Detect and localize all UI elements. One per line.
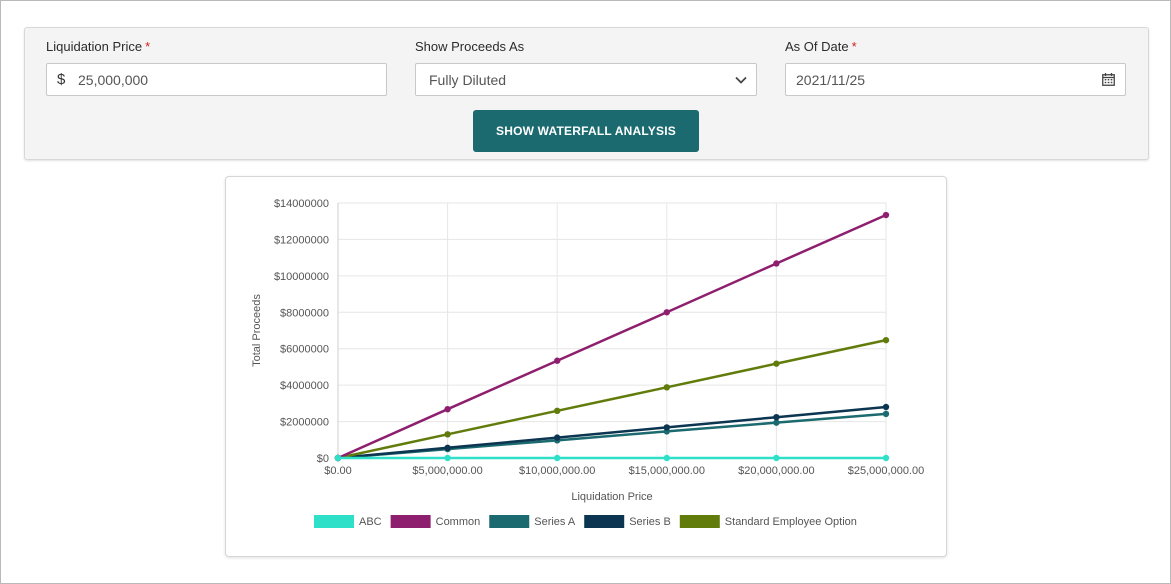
legend-abc-swatch[interactable] [314, 515, 354, 528]
as-of-date-value: 2021/11/25 [796, 72, 866, 88]
data-point-abc [773, 454, 780, 462]
waterfall-form-panel: Liquidation Price * $ 25,000,000 Show Pro… [24, 27, 1149, 160]
liquidation-price-input[interactable]: $ 25,000,000 [46, 63, 387, 96]
data-point-standard-employee-option [773, 360, 780, 367]
data-point-series-b [444, 444, 451, 451]
y-axis-title: Total Proceeds [251, 294, 263, 367]
data-point-standard-employee-option [663, 384, 670, 391]
data-point-common [773, 260, 780, 267]
data-point-abc [663, 454, 670, 462]
data-point-common [663, 309, 670, 316]
data-point-series-b [663, 424, 670, 431]
as-of-date-input[interactable]: 2021/11/25 [785, 63, 1126, 96]
series-line-series-b [337, 405, 887, 460]
required-mark: * [851, 39, 857, 54]
series-line-common [337, 213, 887, 460]
show-proceeds-as-select[interactable]: Fully Diluted [415, 63, 757, 96]
data-point-series-b [882, 403, 890, 411]
legend-abc-label[interactable]: ABC [359, 516, 382, 528]
data-point-abc [334, 454, 342, 462]
data-point-series-a [773, 419, 780, 426]
y-tick-label: $4000000 [280, 380, 329, 392]
data-point-common [444, 405, 451, 413]
x-tick-label: $10,000,000.00 [519, 465, 595, 477]
legend-series-b-swatch[interactable] [584, 515, 625, 528]
show-proceeds-as-label: Show Proceeds As [415, 39, 525, 54]
data-point-abc [444, 454, 451, 462]
calendar-icon[interactable] [1102, 73, 1115, 86]
data-point-series-b [773, 414, 780, 421]
y-tick-label: $10000000 [274, 271, 329, 283]
x-axis-title: Liquidation Price [571, 491, 652, 503]
legend-common-label[interactable]: Common [436, 516, 481, 528]
data-point-abc [554, 454, 561, 462]
data-point-series-a [882, 410, 890, 418]
waterfall-line-chart: $0 $2000000 $4000000 $6000000 $8000000 $10000… [251, 198, 924, 528]
y-tick-label: $12000000 [274, 234, 329, 246]
x-tick-label: $15,000,000.00 [629, 465, 705, 477]
data-point-standard-employee-option [554, 407, 561, 415]
legend-series-a-swatch[interactable] [489, 515, 530, 528]
legend-series-a-label[interactable]: Series A [534, 516, 576, 528]
data-point-abc [882, 454, 890, 462]
legend-standard-employee-option-swatch[interactable] [679, 515, 720, 528]
show-proceeds-as-selected: Fully Diluted [429, 72, 507, 88]
liquidation-price-label: Liquidation Price * [46, 39, 151, 54]
y-tick-label: $8000000 [280, 307, 329, 319]
waterfall-chart-card: $0 $2000000 $4000000 $6000000 $8000000 $10000… [225, 176, 947, 557]
y-tick-label: $2000000 [280, 417, 329, 429]
series-line-standard-employee-option [337, 338, 887, 460]
chevron-down-icon [735, 76, 747, 84]
x-tick-label: $20,000,000.00 [738, 465, 814, 477]
data-point-common [554, 357, 561, 364]
x-tick-label: $5,000,000.00 [412, 465, 482, 477]
required-mark: * [145, 39, 151, 54]
data-point-standard-employee-option [444, 431, 451, 438]
x-tick-label: $25,000,000.00 [848, 465, 924, 477]
y-tick-label: $6000000 [280, 344, 329, 356]
data-point-series-b [554, 434, 561, 441]
data-point-common [882, 211, 890, 219]
data-point-standard-employee-option [882, 336, 890, 344]
show-waterfall-analysis-button[interactable]: SHOW WATERFALL ANALYSIS [473, 110, 699, 152]
legend-series-b-label[interactable]: Series B [629, 516, 671, 528]
y-tick-label: $14000000 [274, 198, 329, 210]
legend-common-swatch[interactable] [390, 515, 431, 528]
legend-standard-employee-option-label[interactable]: Standard Employee Option [725, 516, 857, 528]
y-tick-label: $0 [317, 453, 329, 465]
liquidation-price-value: 25,000,000 [78, 72, 149, 88]
as-of-date-label: As Of Date * [785, 39, 857, 54]
x-tick-label: $0.00 [324, 465, 352, 477]
currency-symbol: $ [57, 71, 66, 88]
